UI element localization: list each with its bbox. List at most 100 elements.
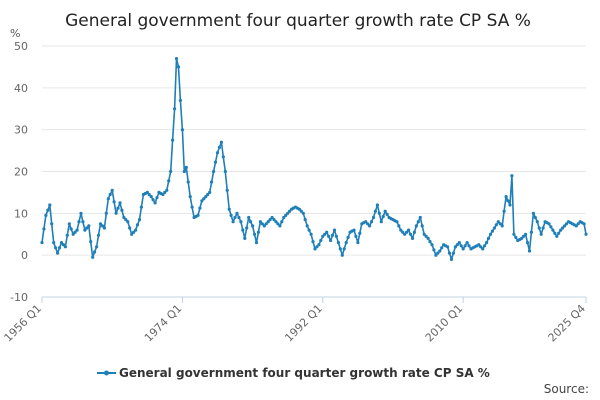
data-point[interactable]	[196, 213, 200, 217]
data-point[interactable]	[204, 195, 208, 199]
data-point[interactable]	[492, 226, 496, 230]
data-point[interactable]	[256, 230, 260, 234]
data-point[interactable]	[149, 195, 153, 199]
data-point[interactable]	[553, 231, 557, 235]
data-point[interactable]	[104, 211, 108, 215]
data-point[interactable]	[95, 245, 99, 249]
data-point[interactable]	[102, 226, 106, 230]
data-point[interactable]	[313, 247, 317, 251]
data-point[interactable]	[173, 107, 177, 111]
data-point[interactable]	[235, 211, 239, 215]
data-point[interactable]	[182, 169, 186, 174]
data-point[interactable]	[438, 249, 442, 253]
data-point[interactable]	[559, 228, 563, 232]
data-point[interactable]	[57, 246, 62, 250]
data-point[interactable]	[356, 241, 360, 245]
data-point[interactable]	[329, 238, 333, 243]
data-point[interactable]	[124, 218, 128, 222]
data-point[interactable]	[73, 230, 77, 234]
data-point[interactable]	[500, 224, 504, 228]
data-point[interactable]	[446, 245, 450, 249]
data-point[interactable]	[46, 208, 50, 212]
data-point[interactable]	[352, 228, 356, 232]
data-point[interactable]	[490, 229, 494, 233]
data-point[interactable]	[91, 255, 95, 259]
data-point[interactable]	[334, 234, 338, 238]
data-point[interactable]	[430, 243, 434, 247]
data-point[interactable]	[274, 220, 278, 224]
data-point[interactable]	[231, 220, 235, 224]
data-point[interactable]	[270, 215, 274, 220]
data-point[interactable]	[278, 224, 282, 228]
data-point[interactable]	[412, 230, 416, 234]
legend[interactable]: General government four quarter growth r…	[97, 366, 490, 380]
data-point[interactable]	[200, 199, 204, 203]
data-point[interactable]	[385, 212, 389, 216]
data-point[interactable]	[508, 203, 512, 207]
data-point[interactable]	[241, 228, 245, 232]
data-point[interactable]	[527, 249, 532, 253]
data-point[interactable]	[381, 214, 385, 219]
data-point[interactable]	[332, 228, 337, 232]
data-point[interactable]	[208, 190, 212, 194]
data-point[interactable]	[147, 192, 151, 197]
data-point[interactable]	[354, 234, 358, 238]
data-point[interactable]	[212, 169, 216, 174]
data-point[interactable]	[488, 232, 493, 236]
data-point[interactable]	[114, 211, 118, 215]
data-point[interactable]	[67, 222, 71, 226]
data-point[interactable]	[87, 224, 91, 228]
data-point[interactable]	[467, 244, 471, 248]
data-point[interactable]	[40, 241, 44, 245]
data-point[interactable]	[414, 224, 418, 228]
data-point[interactable]	[137, 218, 142, 222]
data-point[interactable]	[276, 222, 280, 226]
data-point[interactable]	[178, 98, 182, 102]
data-point[interactable]	[79, 211, 83, 215]
data-point[interactable]	[463, 244, 467, 248]
data-point[interactable]	[520, 236, 524, 240]
data-point[interactable]	[167, 179, 171, 183]
data-point[interactable]	[65, 233, 69, 237]
data-point[interactable]	[63, 245, 67, 249]
data-point[interactable]	[405, 230, 409, 234]
data-point[interactable]	[59, 241, 64, 245]
data-point[interactable]	[397, 224, 401, 228]
data-point[interactable]	[198, 206, 202, 210]
data-point[interactable]	[245, 226, 249, 230]
data-point[interactable]	[317, 243, 321, 247]
data-point[interactable]	[223, 169, 227, 174]
data-point[interactable]	[282, 215, 286, 220]
data-point[interactable]	[252, 232, 257, 236]
data-point[interactable]	[535, 220, 539, 224]
data-point[interactable]	[221, 155, 225, 159]
data-point[interactable]	[110, 188, 114, 192]
data-point[interactable]	[424, 234, 428, 238]
data-point[interactable]	[96, 233, 101, 237]
data-point[interactable]	[434, 253, 438, 257]
data-point[interactable]	[551, 228, 555, 232]
data-point[interactable]	[75, 228, 79, 232]
data-point[interactable]	[563, 224, 567, 228]
data-point[interactable]	[449, 257, 454, 261]
data-point[interactable]	[206, 192, 210, 197]
data-point[interactable]	[420, 224, 424, 228]
data-point[interactable]	[108, 192, 112, 197]
data-point[interactable]	[239, 220, 243, 224]
data-point[interactable]	[422, 232, 426, 236]
data-point[interactable]	[229, 213, 233, 217]
data-point[interactable]	[247, 215, 251, 220]
data-point[interactable]	[100, 224, 104, 228]
data-point[interactable]	[145, 190, 149, 194]
data-point[interactable]	[258, 220, 262, 224]
data-point[interactable]	[251, 224, 255, 228]
data-point[interactable]	[371, 215, 376, 220]
data-point[interactable]	[379, 220, 383, 224]
data-point[interactable]	[506, 199, 510, 203]
data-point[interactable]	[50, 222, 54, 226]
data-point[interactable]	[483, 244, 487, 248]
data-point[interactable]	[174, 57, 179, 61]
data-point[interactable]	[330, 233, 335, 237]
data-point[interactable]	[132, 230, 136, 234]
data-point[interactable]	[93, 250, 97, 254]
